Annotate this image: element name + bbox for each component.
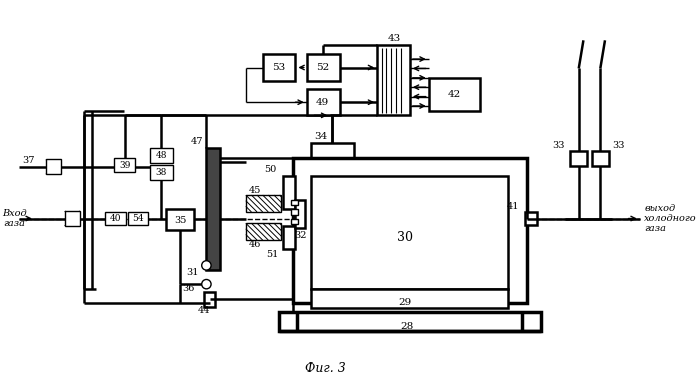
Text: 32: 32 — [294, 231, 306, 240]
Text: 33: 33 — [612, 141, 625, 150]
Circle shape — [202, 261, 211, 270]
Text: 53: 53 — [272, 63, 285, 72]
Text: Фиг. 3: Фиг. 3 — [305, 362, 346, 375]
Bar — [263, 54, 296, 81]
Text: 31: 31 — [187, 269, 199, 278]
Bar — [291, 209, 298, 215]
Bar — [283, 226, 294, 249]
Text: 30: 30 — [397, 231, 413, 244]
Text: 45: 45 — [249, 186, 261, 195]
Text: 43: 43 — [387, 34, 401, 43]
Bar — [46, 160, 61, 174]
Text: 29: 29 — [398, 298, 412, 307]
Bar — [291, 200, 298, 205]
Bar — [246, 223, 282, 240]
Bar — [592, 151, 609, 166]
Text: 52: 52 — [316, 63, 329, 72]
Text: 47: 47 — [191, 137, 203, 146]
Text: 41: 41 — [507, 202, 519, 211]
Bar — [115, 158, 135, 172]
Bar — [428, 78, 480, 111]
Bar — [307, 54, 340, 81]
Text: 44: 44 — [197, 306, 210, 315]
Bar — [128, 212, 148, 225]
Bar — [377, 45, 410, 115]
Text: 36: 36 — [182, 284, 194, 293]
Text: 35: 35 — [174, 216, 187, 225]
Bar — [525, 212, 537, 225]
Bar — [65, 211, 80, 226]
Bar — [150, 165, 173, 180]
Bar — [283, 176, 294, 209]
Bar — [105, 212, 126, 225]
Bar — [296, 200, 305, 228]
Bar — [203, 292, 215, 307]
Text: 49: 49 — [316, 98, 329, 107]
Bar — [293, 158, 527, 303]
Bar — [312, 289, 508, 308]
Bar — [150, 148, 173, 163]
Text: выход
холодного
газа: выход холодного газа — [644, 203, 697, 233]
Text: 51: 51 — [266, 250, 279, 259]
Text: 33: 33 — [552, 141, 565, 150]
Text: 28: 28 — [401, 322, 414, 331]
Text: 42: 42 — [447, 90, 461, 99]
Bar — [307, 89, 340, 115]
Bar — [166, 209, 194, 230]
Text: 38: 38 — [156, 168, 167, 177]
Text: 40: 40 — [110, 214, 121, 223]
Text: Вход
газа: Вход газа — [2, 209, 27, 228]
Text: 37: 37 — [22, 156, 35, 165]
Bar — [206, 148, 219, 270]
Text: 50: 50 — [264, 165, 277, 174]
Circle shape — [202, 279, 211, 289]
Bar — [291, 218, 298, 224]
Text: 39: 39 — [119, 161, 131, 170]
Bar — [312, 176, 508, 289]
Text: 46: 46 — [249, 240, 261, 249]
Bar — [312, 143, 354, 172]
Text: 54: 54 — [132, 214, 144, 223]
Bar — [279, 312, 541, 331]
Bar — [570, 151, 587, 166]
Text: 34: 34 — [314, 132, 327, 142]
Text: 48: 48 — [156, 151, 167, 160]
Bar — [246, 195, 282, 212]
